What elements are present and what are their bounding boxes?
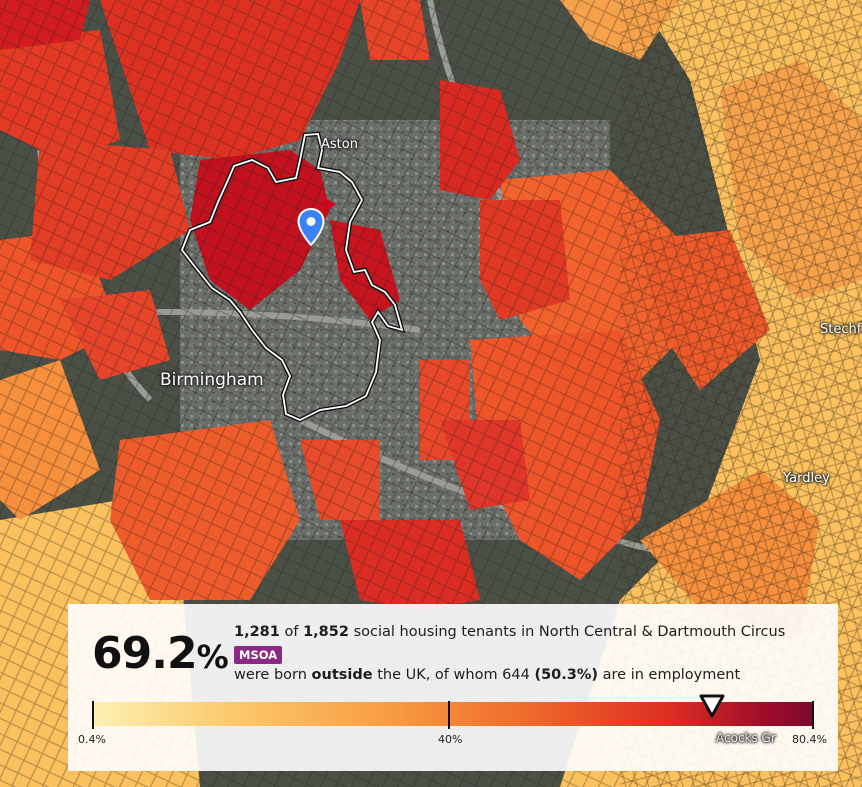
color-scale-bar (93, 702, 813, 726)
scale-label-min: 0.4% (78, 733, 106, 746)
summary-line-1: 1,281 of 1,852 social housing tenants in… (234, 624, 786, 640)
scale-tick-mid (448, 701, 450, 729)
scale-label-mid: 40% (438, 733, 463, 746)
scale-label-max: 80.4% (792, 733, 827, 746)
place-label-acocks-green: Acocks Gr (716, 731, 776, 745)
headline-percentage: 69.2% (92, 628, 229, 679)
location-pin-icon[interactable] (297, 208, 325, 246)
place-label-birmingham: Birmingham (160, 370, 264, 390)
info-panel: 69.2% 1,281 of 1,852 social housing tena… (68, 604, 838, 771)
scale-tick-max (812, 701, 814, 729)
scale-tick-min (92, 701, 94, 729)
summary-line-2: were born outside the UK, of whom 644 (5… (234, 667, 741, 683)
count-value: 1,281 (234, 624, 280, 640)
place-label-yardley: Yardley (783, 471, 830, 486)
triangle-down-icon (699, 694, 725, 718)
place-label-stechford: Stechf (820, 322, 862, 337)
place-label-aston: Aston (321, 137, 358, 152)
msoa-badge[interactable]: MSOA (234, 646, 283, 664)
msoa-boundary-inner (180, 133, 404, 421)
total-value: 1,852 (303, 624, 349, 640)
highlight-triangle (324, 198, 336, 212)
